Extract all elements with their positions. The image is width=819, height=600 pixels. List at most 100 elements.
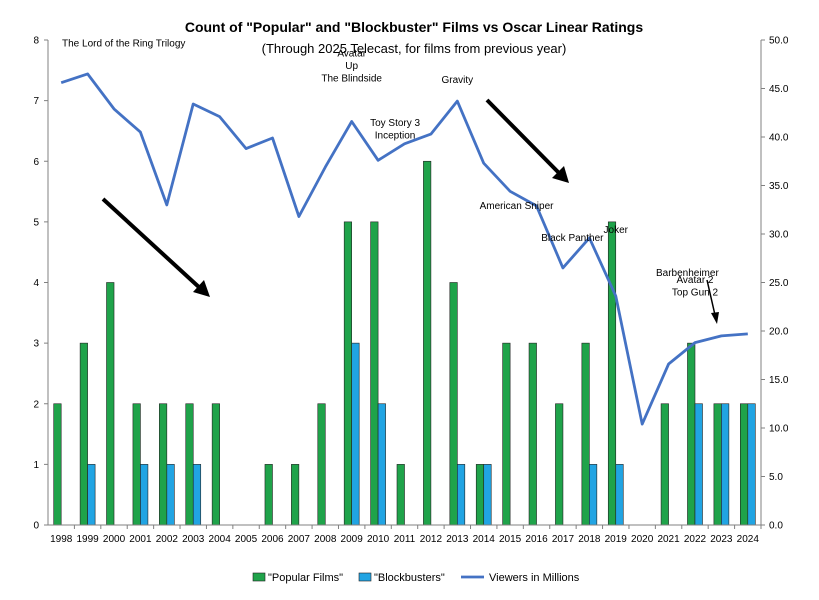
left-tick-label: 4 [33, 278, 39, 289]
bars-layer [53, 160, 756, 526]
annotation-label: Top Gun 2 [672, 288, 719, 299]
x-tick-label-2012: 2012 [420, 534, 443, 545]
right-tick-label: 30.0 [769, 230, 789, 241]
right-tick-label: 15.0 [769, 375, 789, 386]
x-tick-label-2005: 2005 [235, 534, 258, 545]
legend-label-viewers: Viewers in Millions [489, 572, 580, 584]
bar-blockbuster-2001 [140, 464, 149, 526]
legend-swatch-blockbusters [358, 572, 372, 582]
annotation-label: Avatar [337, 48, 366, 59]
x-tick-label-2007: 2007 [288, 534, 311, 545]
bar-blockbuster-2024 [747, 403, 756, 526]
bar-popular-2006 [264, 464, 273, 526]
right-tick-label: 10.0 [769, 424, 789, 435]
bar-blockbuster-2023 [721, 403, 730, 526]
annotation-label: The Lord of the Ring Trilogy [62, 39, 185, 50]
bar-popular-2021 [660, 403, 669, 526]
annotation-label: The Blindside [321, 73, 382, 84]
bar-blockbuster-2014 [483, 464, 492, 526]
left-tick-label: 7 [33, 96, 39, 107]
bar-popular-2010 [370, 221, 379, 526]
bar-popular-2003 [185, 403, 194, 526]
bar-popular-2008 [317, 403, 326, 526]
bar-blockbuster-2019 [615, 464, 624, 526]
right-tick-label: 35.0 [769, 181, 789, 192]
x-tick-label-2018: 2018 [578, 534, 601, 545]
bar-blockbuster-2018 [589, 464, 598, 526]
x-tick-label-1999: 1999 [76, 534, 99, 545]
x-tick-label-2013: 2013 [446, 534, 469, 545]
x-tick-label-2008: 2008 [314, 534, 337, 545]
bar-popular-2002 [159, 403, 168, 526]
left-tick-label: 3 [33, 339, 39, 350]
bar-popular-2001 [132, 403, 141, 526]
annotation-label: Up [345, 61, 358, 72]
series-line-viewers [60, 72, 748, 426]
bar-blockbuster-2002 [166, 464, 175, 526]
x-tick-label-2010: 2010 [367, 534, 390, 545]
annotation-label: Barbenheimer [656, 268, 719, 279]
bar-popular-2022 [687, 342, 696, 526]
legend-swatch-popular [252, 572, 266, 582]
trend-arrow-right [485, 98, 569, 183]
bar-popular-1999 [79, 342, 88, 526]
left-tick-label: 8 [33, 36, 39, 47]
x-tick-label-2019: 2019 [605, 534, 628, 545]
x-tick-label-2021: 2021 [657, 534, 680, 545]
legend-label-blockbusters: "Blockbusters" [374, 572, 445, 584]
x-tick-label-2016: 2016 [525, 534, 548, 545]
annotation-label: Black Panther [541, 233, 604, 244]
bar-popular-2017 [555, 403, 564, 526]
bar-popular-2014 [475, 464, 485, 526]
bar-popular-2013 [449, 282, 458, 526]
left-tick-label: 0 [33, 521, 39, 532]
line-layer [60, 72, 748, 426]
x-tick-label-2009: 2009 [341, 534, 364, 545]
x-tick-label-2022: 2022 [684, 534, 707, 545]
x-tick-label-2024: 2024 [737, 534, 760, 545]
bar-popular-2023 [713, 403, 722, 526]
bar-popular-2024 [739, 403, 749, 526]
bar-popular-2009 [343, 221, 352, 526]
bar-blockbuster-1999 [87, 464, 96, 526]
bar-popular-2007 [291, 464, 300, 526]
bar-blockbuster-2022 [694, 403, 703, 526]
legend: "Popular Films" "Blockbusters" Viewers in … [252, 572, 580, 584]
x-tick-label-2015: 2015 [499, 534, 522, 545]
trend-arrow-left [101, 197, 210, 297]
bar-popular-2012 [423, 160, 432, 526]
bar-blockbuster-2009 [351, 342, 360, 526]
left-tick-label: 2 [33, 399, 39, 410]
bar-popular-2018 [581, 342, 590, 526]
right-tick-label: 0.0 [769, 521, 783, 532]
x-tick-label-2002: 2002 [156, 534, 179, 545]
chart-subtitle: (Through 2025 Telecast, for films from p… [262, 41, 567, 56]
ticks-layer: 0 1 2 3 4 5 6 7 8 0.0 5.0 10.0 15.0 20.0 25.0 30.0 35.0 4… [33, 36, 788, 546]
trend-arrows [101, 98, 719, 324]
barbenheimer-arrow [706, 279, 719, 324]
annotation-label: Inception [375, 130, 416, 141]
x-tick-label-2000: 2000 [103, 534, 126, 545]
bar-popular-2004 [211, 403, 220, 526]
bar-blockbuster-2013 [457, 464, 466, 526]
right-tick-label: 50.0 [769, 36, 789, 47]
right-tick-label: 20.0 [769, 327, 789, 338]
bar-popular-2016 [528, 342, 537, 526]
annotations-layer: The Lord of the Ring Trilogy Avatar UpThe … [62, 39, 719, 299]
bar-popular-2015 [502, 342, 511, 526]
chart-title: Count of "Popular" and "Blockbuster" Fil… [185, 19, 644, 35]
x-tick-label-2023: 2023 [710, 534, 733, 545]
right-tick-label: 5.0 [769, 472, 783, 483]
x-tick-label-2020: 2020 [631, 534, 654, 545]
right-tick-label: 45.0 [769, 84, 789, 95]
left-tick-label: 6 [33, 157, 39, 168]
bar-popular-2000 [106, 282, 115, 526]
left-tick-label: 5 [33, 217, 39, 228]
right-tick-label: 25.0 [769, 278, 789, 289]
x-tick-label-2003: 2003 [182, 534, 205, 545]
annotation-label: Gravity [441, 75, 473, 86]
x-tick-label-2004: 2004 [209, 534, 232, 545]
bar-popular-1998 [53, 403, 62, 526]
x-tick-label-1998: 1998 [50, 534, 73, 545]
